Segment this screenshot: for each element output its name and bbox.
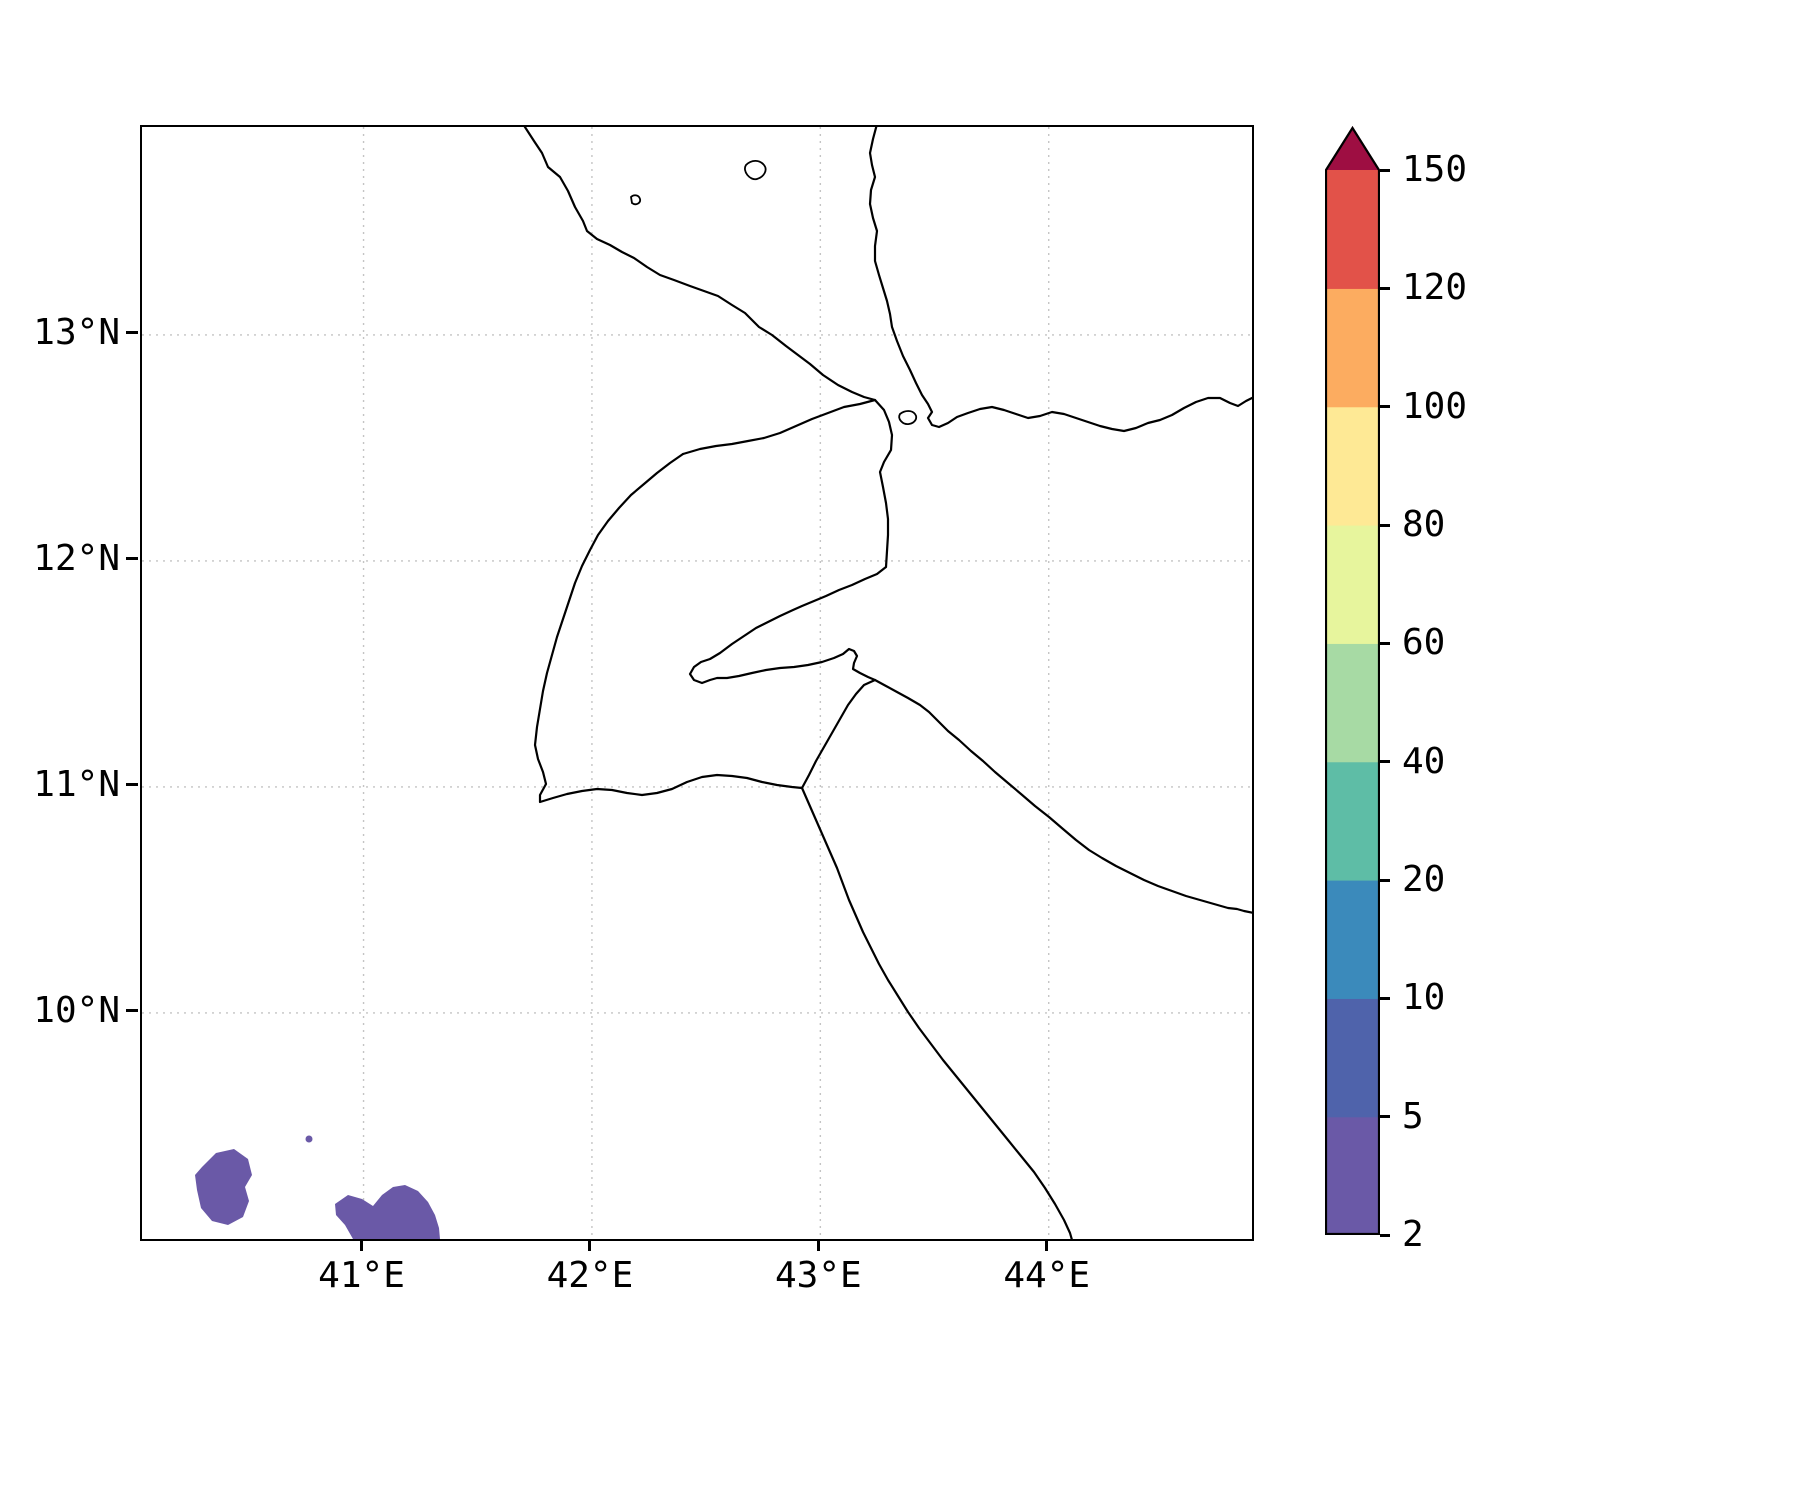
colorbar-tick-mark xyxy=(1380,1233,1390,1237)
colorbar-segment xyxy=(1325,998,1380,1118)
colorbar-tick-label: 10 xyxy=(1402,977,1446,1019)
map-gridlines xyxy=(142,127,1252,1239)
y-tick-label: 11°N xyxy=(33,763,120,805)
colorbar-segment xyxy=(1325,761,1380,881)
colorbar-extend-triangle xyxy=(1325,126,1380,170)
colorbar-tick-label: 100 xyxy=(1402,385,1468,427)
y-tick-label: 13°N xyxy=(33,311,120,353)
x-tick-mark xyxy=(588,1239,592,1251)
x-tick-mark xyxy=(816,1239,820,1251)
colorbar-tick-mark xyxy=(1380,641,1390,645)
border-djibouti-ethiopia xyxy=(533,452,804,804)
colorbar-tick-label: 2 xyxy=(1402,1214,1424,1255)
map-plot xyxy=(140,125,1254,1241)
colorbar-tick-label: 120 xyxy=(1402,267,1468,309)
island-perim-icon xyxy=(898,410,918,425)
island-small-icon xyxy=(630,194,642,206)
colorbar xyxy=(1325,126,1380,1235)
colorbar-segment xyxy=(1325,288,1380,408)
colorbar-tick-mark xyxy=(1380,523,1390,527)
y-tick-label: 10°N xyxy=(33,989,120,1031)
map-canvas xyxy=(142,127,1252,1239)
colorbar-tick-mark xyxy=(1380,878,1390,882)
border-ethiopia-somalia xyxy=(800,786,1073,1239)
colorbar-tick-label: 60 xyxy=(1402,622,1446,664)
colorbar-tick-mark xyxy=(1380,996,1390,1000)
y-tick-mark xyxy=(126,1009,138,1013)
x-tick-mark xyxy=(360,1239,364,1251)
colorbar-segment xyxy=(1325,406,1380,526)
y-tick-label: 12°N xyxy=(33,537,120,579)
rain-patch-east xyxy=(335,1185,440,1239)
border-djibouti-somalia xyxy=(800,678,877,790)
colorbar-tick-label: 40 xyxy=(1402,740,1446,782)
border-eritrea-djibouti xyxy=(681,398,877,456)
colorbar-outline xyxy=(1325,126,1380,1235)
colorbar-tick-label: 20 xyxy=(1402,859,1446,900)
y-tick-mark xyxy=(126,557,138,561)
colorbar-segment xyxy=(1325,170,1380,289)
coastline-yemen xyxy=(868,127,1252,433)
colorbar-tick-label: 80 xyxy=(1402,504,1446,545)
rain-patch-speck xyxy=(305,1135,313,1143)
y-tick-mark xyxy=(126,331,138,335)
colorbar-tick-label: 150 xyxy=(1402,149,1468,190)
colorbar-segment xyxy=(1325,643,1380,763)
x-tick-label: 41°E xyxy=(318,1255,405,1296)
colorbar-tick-mark xyxy=(1380,168,1390,172)
colorbar-tick-mark xyxy=(1380,286,1390,290)
island-hanish-icon xyxy=(744,159,767,181)
x-tick-label: 42°E xyxy=(546,1255,634,1296)
colorbar-tick-mark xyxy=(1380,405,1390,409)
x-tick-label: 43°E xyxy=(774,1255,862,1296)
colorbar-tick-label: 5 xyxy=(1402,1095,1424,1137)
colorbar-segment xyxy=(1325,880,1380,999)
rain-patch-west xyxy=(195,1149,252,1225)
x-tick-label: 44°E xyxy=(1003,1255,1091,1296)
x-tick-mark xyxy=(1045,1239,1049,1251)
colorbar-tick-mark xyxy=(1380,760,1390,764)
coastline-red-sea-west xyxy=(523,127,1252,914)
colorbar-segment xyxy=(1325,525,1380,644)
y-tick-mark xyxy=(126,783,138,787)
colorbar-tick-mark xyxy=(1380,1115,1390,1119)
colorbar-segment xyxy=(1325,1116,1380,1235)
